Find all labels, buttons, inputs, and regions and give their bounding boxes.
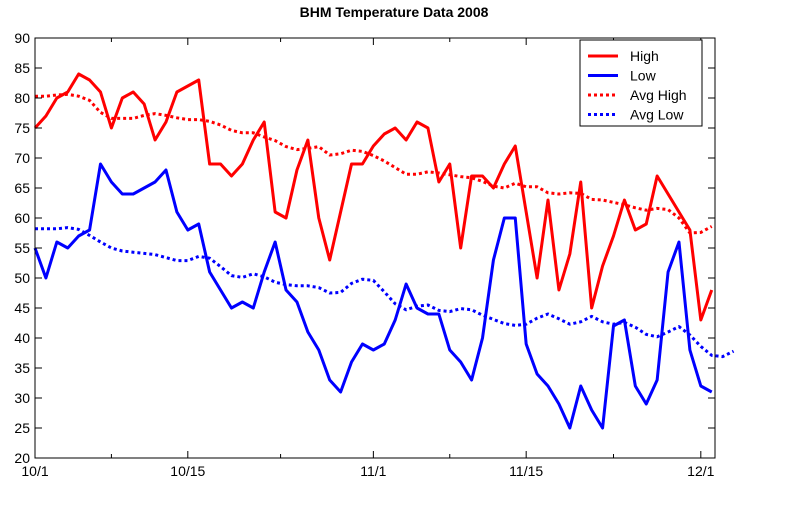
series-line-avg-low [35,226,735,359]
y-tick-label: 35 [14,360,30,376]
legend: High Low Avg High Avg Low [579,39,703,127]
x-tick-label: 12/1 [687,463,714,479]
legend-label-avg-low: Avg Low [630,107,684,123]
x-tick-label: 11/1 [360,463,386,479]
legend-label-low: Low [630,68,657,84]
y-tick-label: 40 [14,330,30,346]
axis-layer: 20 25 30 35 40 45 50 55 60 65 70 75 80 85 90 10/1 10/15 1… [14,30,715,479]
legend-label-avg-high: Avg High [630,87,687,103]
y-tick-label: 25 [14,420,30,436]
y-tick-label: 75 [14,120,30,136]
x-tick-label: 11/15 [509,463,543,479]
series-line-low [33,162,713,430]
x-tick-label: 10/1 [21,463,48,479]
y-tick-label: 70 [14,150,30,166]
y-tick-label: 55 [14,240,30,256]
y-tick-label: 80 [14,90,30,106]
series-line-avg-high [35,92,713,235]
y-tick-label: 90 [14,30,30,46]
chart-title: BHM Temperature Data 2008 [300,4,489,20]
y-tick-label: 85 [14,60,30,76]
y-tick-label: 30 [14,390,30,406]
legend-label-high: High [630,48,659,64]
series-layer [33,72,735,430]
y-tick-label: 20 [14,450,30,466]
y-tick-label: 45 [14,300,30,316]
x-tick-label: 10/15 [170,463,205,479]
legend-box [579,39,703,127]
y-tick-label: 50 [14,270,30,286]
y-tick-label: 65 [14,180,30,196]
y-tick-label: 60 [14,210,30,226]
